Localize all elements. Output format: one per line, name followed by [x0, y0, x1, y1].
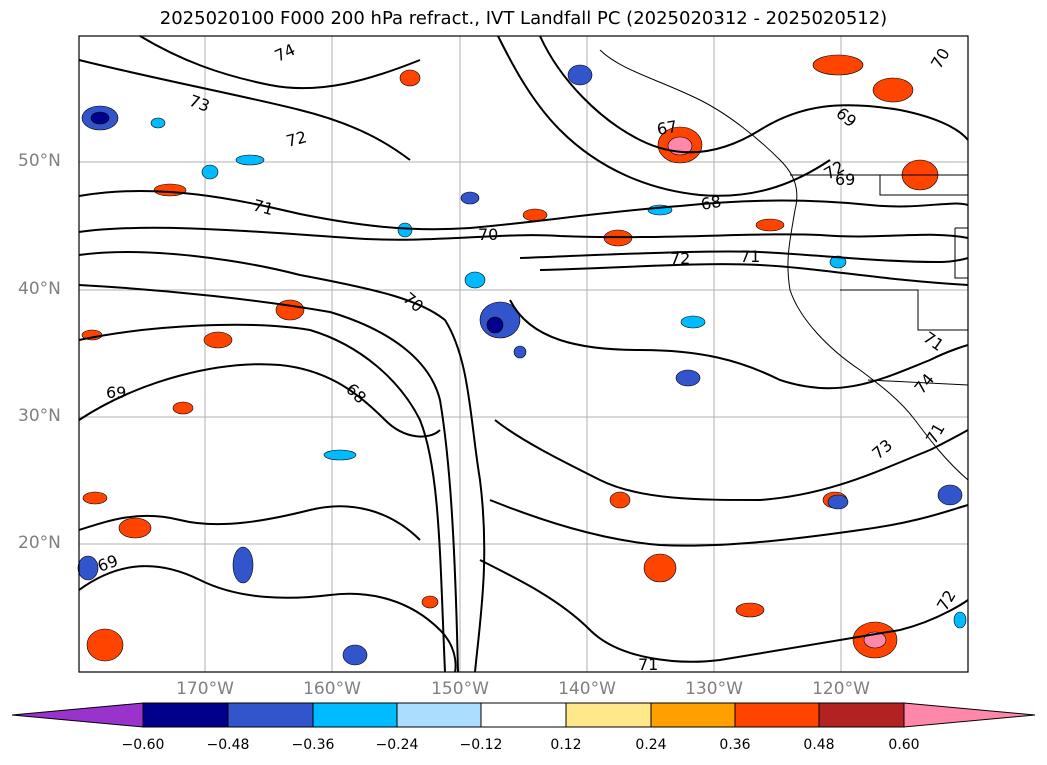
contours [78, 35, 969, 673]
map-title: 2025020100 F000 200 hPa refract., IVT La… [159, 8, 888, 29]
lat-label: 30°N [18, 406, 61, 426]
colorbar-tick: −0.36 [291, 737, 335, 753]
colorbar-segment [142, 702, 229, 728]
colorbar-segment [818, 702, 905, 728]
lon-label: 160°W [303, 679, 361, 699]
contour-label: 67 [655, 117, 678, 139]
shaded-anomalies [77, 54, 967, 666]
contour-label: 71 [740, 247, 760, 266]
map-border [78, 35, 969, 673]
colorbar-tick: 0.24 [635, 737, 667, 753]
lon-label: 150°W [431, 679, 489, 699]
contour-label: 70 [478, 225, 498, 244]
lon-label: 170°W [176, 679, 234, 699]
colorbar-tick: −0.24 [375, 737, 419, 753]
contour-label: 72 [284, 127, 309, 151]
lon-label: 120°W [812, 679, 870, 699]
colorbar-tick: −0.48 [206, 737, 250, 753]
contour-label: 72 [670, 249, 690, 268]
contour-label: 69 [835, 170, 855, 189]
colorbar-segment [734, 702, 820, 728]
colorbar-segment [11, 702, 144, 728]
lon-label: 140°W [558, 679, 616, 699]
lat-label: 20°N [18, 533, 61, 553]
contour-label: 69 [106, 383, 126, 402]
colorbar-segment [650, 702, 736, 728]
colorbar-segment [480, 702, 567, 728]
colorbar-segment [396, 702, 482, 728]
contour-label: 71 [638, 655, 658, 674]
colorbar-tick: 0.36 [719, 737, 751, 753]
colorbar-tick: −0.60 [121, 737, 165, 753]
colorbar-segment [565, 702, 652, 728]
contour-label: 68 [699, 192, 722, 214]
colorbar [11, 702, 1036, 728]
lat-label: 50°N [18, 151, 61, 171]
coastlines [599, 49, 969, 481]
lon-label: 130°W [685, 679, 743, 699]
contour-label: 71 [251, 196, 276, 220]
colorbar-tick: 0.48 [803, 737, 835, 753]
colorbar-segment [903, 702, 1036, 728]
lat-label: 40°N [18, 279, 61, 299]
colorbar-segment [312, 702, 398, 728]
colorbar-segment [227, 702, 314, 728]
colorbar-tick: −0.12 [459, 737, 503, 753]
colorbar-tick: 0.60 [888, 737, 920, 753]
colorbar-tick: 0.12 [550, 737, 582, 753]
